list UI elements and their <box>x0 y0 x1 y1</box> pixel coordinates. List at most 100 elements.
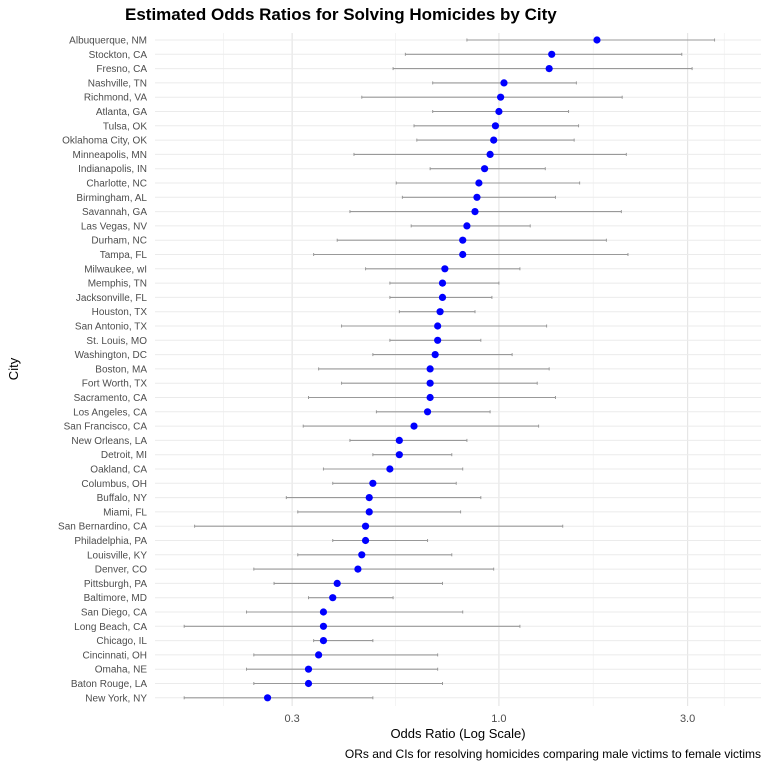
or-point <box>500 79 508 87</box>
errorbar <box>372 453 453 457</box>
errorbar <box>183 624 521 628</box>
odds-ratio-points <box>263 36 601 702</box>
city-label: New York, NY <box>85 693 147 704</box>
x-tick-label: 1.0 <box>491 713 506 725</box>
city-label: San Bernardino, CA <box>58 522 147 533</box>
or-point <box>358 551 366 559</box>
or-point <box>593 36 601 44</box>
x-tick-labels: 0.3 1.0 3.0 <box>284 713 695 725</box>
city-label: Nashville, TN <box>88 78 147 89</box>
errorbar <box>410 224 531 228</box>
errorbar <box>332 539 429 542</box>
city-label: Washington, DC <box>75 350 147 361</box>
x-axis-title: Odds Ratio (Log Scale) <box>390 726 525 741</box>
city-label: Cincinnati, OH <box>83 650 147 661</box>
city-label: Omaha, NE <box>95 665 148 676</box>
city-label: Houston, TX <box>92 307 148 318</box>
errorbar <box>361 95 623 99</box>
or-point <box>426 393 434 402</box>
confidence-intervals <box>183 38 716 700</box>
errorbar <box>341 324 548 328</box>
city-label: Boston, MA <box>95 364 147 375</box>
city-label: Durham, NC <box>91 236 147 247</box>
city-label: San Antonio, TX <box>75 322 147 333</box>
errorbar <box>246 667 439 671</box>
errorbar <box>297 553 453 557</box>
city-label: Jacksonville, FL <box>76 293 148 304</box>
errorbar <box>194 524 564 528</box>
or-point <box>423 408 432 416</box>
errorbar <box>341 381 538 385</box>
or-point <box>545 65 553 73</box>
or-point <box>304 679 313 688</box>
or-point <box>365 494 373 502</box>
errorbar <box>253 567 495 571</box>
or-point <box>548 50 556 58</box>
chart-caption: ORs and CIs for resolving homicides comp… <box>345 747 761 761</box>
errorbar <box>349 438 468 442</box>
city-label: Oklahoma City, OK <box>62 136 147 147</box>
or-point <box>365 508 373 516</box>
city-label: Albuquerque, NM <box>69 36 147 47</box>
errorbar <box>372 353 513 357</box>
errorbar <box>313 253 629 256</box>
city-label: Buffalo, NY <box>97 493 148 504</box>
or-point <box>304 665 313 673</box>
errorbar <box>336 238 607 242</box>
city-label: Savannah, GA <box>82 207 147 218</box>
city-label: Indianapolis, IN <box>78 164 147 175</box>
or-point <box>490 136 498 144</box>
city-label: Atlanta, GA <box>96 107 147 118</box>
errorbar <box>253 653 439 657</box>
errorbar <box>246 610 464 614</box>
or-point <box>463 222 471 230</box>
or-point <box>495 107 503 116</box>
city-label: Oakland, CA <box>90 465 147 476</box>
city-label: Long Beach, CA <box>74 622 147 633</box>
x-tick-label: 3.0 <box>680 713 695 725</box>
or-point <box>333 579 341 588</box>
chart-title: Estimated Odds Ratios for Solving Homici… <box>125 5 557 24</box>
errorbar <box>302 424 540 428</box>
errorbar <box>375 410 491 414</box>
or-point <box>315 651 323 659</box>
or-point <box>431 351 439 359</box>
or-point <box>459 236 467 244</box>
or-point <box>438 293 447 301</box>
city-label: San Francisco, CA <box>64 422 148 433</box>
or-point <box>434 322 442 330</box>
y-tick-labels: Albuquerque, NM Stockton, CA Fresno, CA Nas… <box>58 36 147 705</box>
errorbar <box>392 67 693 71</box>
or-point <box>369 479 377 487</box>
city-label: Stockton, CA <box>89 50 148 61</box>
or-point <box>438 279 447 287</box>
city-label: New Orleans, LA <box>71 436 147 447</box>
or-point <box>459 250 467 259</box>
or-point <box>436 308 444 316</box>
errorbar <box>318 367 550 371</box>
or-point <box>486 150 494 158</box>
or-point <box>426 365 434 373</box>
city-label: Baltimore, MD <box>84 593 147 604</box>
errorbar <box>183 696 374 700</box>
or-point <box>475 179 483 187</box>
city-label: Sacramento, CA <box>74 393 148 404</box>
or-point <box>319 622 328 630</box>
x-tick-label: 0.3 <box>284 713 299 725</box>
errorbar <box>349 210 622 214</box>
or-point <box>319 608 328 616</box>
or-point <box>395 451 403 459</box>
city-label: Las Vegas, NV <box>81 221 147 232</box>
or-point <box>497 93 505 101</box>
city-label: Philadelphia, PA <box>74 536 147 547</box>
city-label: Fort Worth, TX <box>82 379 148 390</box>
or-point <box>491 122 500 130</box>
y-axis-title: City <box>6 357 21 380</box>
or-point <box>471 208 479 216</box>
errorbar <box>253 682 443 685</box>
city-label: Detroit, MI <box>101 450 147 461</box>
city-label: Richmond, VA <box>84 93 148 104</box>
city-label: Birmingham, AL <box>76 193 147 204</box>
city-label: Memphis, TN <box>88 279 147 290</box>
